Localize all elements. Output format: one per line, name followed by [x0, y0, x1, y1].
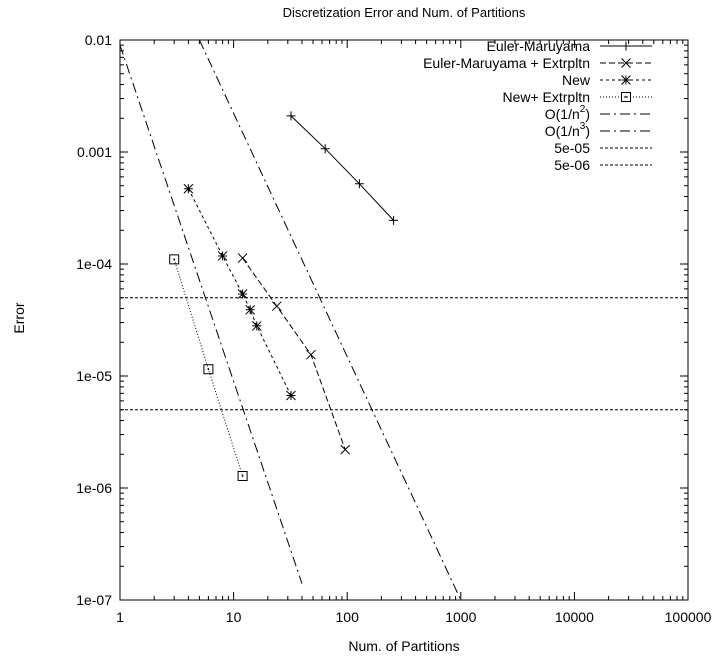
x-tick-label: 1000 — [445, 609, 476, 625]
series-3-point-1 — [203, 364, 214, 375]
x-tick-label: 100 — [336, 609, 360, 625]
y-tick-label: 0.01 — [85, 32, 112, 48]
series-2-legend-marker — [621, 75, 631, 85]
x-tick-label: 1 — [116, 609, 124, 625]
series-0-point-1 — [320, 144, 330, 154]
series-2-point-3 — [245, 304, 256, 315]
axes: 1 10 100 1000 10000 100000 1e-07 1e-06 1e-05 1e-0… — [76, 32, 711, 625]
series-6-legend-label: 5e-05 — [554, 140, 590, 156]
series-1-line — [242, 257, 346, 450]
y-axis-title: Error — [11, 302, 27, 333]
series-2-point-5 — [286, 390, 296, 401]
x-axis-title: Num. of Partitions — [348, 638, 459, 654]
series-0-legend-marker — [621, 41, 631, 51]
series-2-legend-label: New — [562, 72, 591, 88]
x-tick-label: 10 — [226, 609, 242, 625]
series-0-line — [290, 115, 394, 221]
series-2-point-2 — [237, 289, 248, 299]
series-3-point-2 — [237, 470, 248, 481]
y-tick-label: 0.001 — [77, 144, 112, 160]
series-2-point-0 — [183, 183, 194, 194]
series-1-point-3 — [340, 444, 351, 455]
chart-title: Discretization Error and Num. of Partiti… — [283, 5, 526, 20]
series-4-legend-label: O(1/n2) — [545, 104, 590, 122]
y-tick-label: 1e-07 — [76, 592, 112, 608]
series-4-line — [198, 40, 462, 600]
series-1-legend-marker — [621, 58, 631, 68]
plot-area — [120, 40, 688, 600]
series-3-point-2-dot — [241, 475, 244, 477]
y-tick-label: 1e-05 — [76, 368, 112, 384]
series-3-point-0-dot — [173, 258, 176, 261]
series-3-point-1-dot — [207, 368, 210, 371]
y-tick-label: 1e-04 — [76, 256, 112, 272]
series-3-legend-marker-dot — [625, 96, 627, 98]
x-tick-label: 10000 — [555, 609, 594, 625]
series-2-point-4 — [251, 321, 262, 331]
series-7-legend-label: 5e-06 — [554, 157, 590, 173]
series-0-point-2 — [354, 179, 364, 189]
series-2-line — [187, 188, 292, 396]
series-0-point-3 — [389, 215, 399, 225]
series-1-legend-label: Euler-Maruyama + Extrpltn — [423, 55, 590, 71]
series-5-line — [120, 44, 303, 584]
series-0-legend-label: Euler-Maruyama — [487, 38, 591, 54]
series-0-point-0 — [286, 111, 296, 121]
series-3-point-0 — [169, 254, 180, 265]
series-2-point-1 — [217, 251, 228, 261]
series-3-legend-marker — [621, 92, 631, 102]
series-1-point-2 — [306, 349, 316, 360]
series-3-legend-label: New+ Extrpltn — [502, 89, 590, 105]
x-tick-label: 100000 — [665, 609, 712, 625]
series-1-point-1 — [271, 301, 282, 312]
series-1-point-0 — [237, 253, 248, 263]
y-tick-label: 1e-06 — [76, 480, 112, 496]
series-5-legend-label: O(1/n3) — [545, 121, 590, 139]
series-3-line — [173, 259, 244, 477]
plot-frame — [119, 39, 689, 601]
